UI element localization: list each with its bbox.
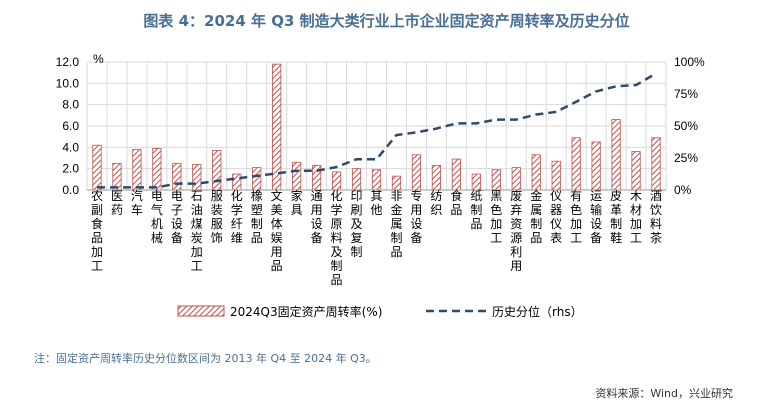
chart-title: 图表 4：2024 年 Q3 制造大类行业上市企业固定资产周转率及历史分位 bbox=[143, 12, 630, 30]
y2-tick-label: 0% bbox=[674, 183, 692, 197]
x-tick-label: 电气机械 bbox=[151, 189, 163, 245]
bar bbox=[331, 171, 342, 191]
x-tick-label: 皮革制鞋 bbox=[610, 189, 622, 245]
bar bbox=[272, 63, 282, 191]
bar bbox=[292, 161, 302, 191]
bar bbox=[431, 165, 441, 191]
footnote: 注：固定资产周转率历史分位数区间为 2013 年 Q4 至 2024 年 Q3。 bbox=[34, 352, 377, 365]
x-tick-label: 专用设备 bbox=[410, 188, 422, 245]
y-tick-label: 6.0 bbox=[62, 119, 79, 133]
legend-line-label: 历史分位（rhs） bbox=[492, 304, 583, 319]
x-tick-label: 医药 bbox=[111, 189, 123, 217]
bar bbox=[631, 151, 641, 191]
bar bbox=[112, 162, 122, 191]
bar bbox=[531, 154, 541, 191]
x-tick-label: 纺织 bbox=[430, 189, 442, 217]
bar bbox=[611, 119, 621, 191]
x-tick-label: 木材加工 bbox=[630, 189, 642, 245]
y-tick-label: 10.0 bbox=[56, 76, 80, 90]
x-tick-label: 其他 bbox=[370, 189, 382, 217]
x-tick-label: 酒饮料茶 bbox=[650, 189, 662, 245]
bar bbox=[152, 147, 162, 191]
x-tick-label: 通用设备 bbox=[311, 189, 323, 245]
bar bbox=[351, 168, 362, 191]
y-tick-label: 8.0 bbox=[62, 98, 79, 112]
x-tick-label: 农副食品加工 bbox=[91, 189, 103, 273]
y2-tick-label: 25% bbox=[674, 151, 698, 165]
legend-bar-label: 2024Q3固定资产周转率(%) bbox=[230, 304, 382, 319]
bar bbox=[471, 173, 481, 191]
bar bbox=[391, 175, 402, 191]
bar bbox=[172, 162, 182, 191]
source-note: 资料来源：Wind，兴业研究 bbox=[595, 387, 733, 400]
bar bbox=[411, 154, 422, 191]
bar bbox=[511, 167, 521, 191]
bar bbox=[551, 160, 561, 191]
x-tick-label: 橡塑制品 bbox=[251, 189, 263, 245]
x-tick-label: 化学纤维 bbox=[231, 189, 243, 245]
bar bbox=[192, 163, 202, 191]
bar bbox=[571, 137, 581, 191]
legend: 2024Q3固定资产周转率(%) 历史分位（rhs） bbox=[177, 304, 583, 319]
x-tick-label: 家具 bbox=[291, 188, 303, 217]
y2-tick-label: 50% bbox=[674, 119, 698, 133]
x-tick-label: 印刷及复制 bbox=[351, 189, 363, 259]
x-tick-label: 服装服饰 bbox=[211, 189, 223, 245]
percentile-line bbox=[97, 72, 657, 189]
bar bbox=[651, 137, 661, 191]
bar bbox=[451, 158, 461, 191]
bar bbox=[132, 149, 142, 191]
y-tick-label: 12.0 bbox=[56, 55, 80, 69]
x-tick-label: 有色加工 bbox=[570, 189, 582, 245]
x-tick-label: 废弃资源利用 bbox=[510, 188, 522, 273]
legend-bar-swatch bbox=[177, 305, 225, 317]
x-tick-label: 金属制品 bbox=[530, 188, 542, 245]
bar bbox=[232, 173, 242, 191]
bar bbox=[591, 141, 601, 191]
y-tick-label: 0.0 bbox=[62, 183, 79, 197]
bar bbox=[212, 150, 222, 191]
x-tick-label: 仪器仪表 bbox=[550, 189, 562, 245]
y-tick-label: 2.0 bbox=[62, 162, 79, 176]
x-tick-label: 汽车 bbox=[131, 188, 143, 217]
bar bbox=[491, 169, 501, 191]
x-tick-label: 石油煤炭加工 bbox=[191, 189, 203, 273]
x-tick-label: 文美体娱用品 bbox=[271, 188, 283, 273]
x-tick-label: 电子设备 bbox=[171, 189, 183, 245]
bar bbox=[371, 169, 382, 191]
y2-tick-label: 100% bbox=[674, 55, 705, 69]
x-tick-label: 非金属制品 bbox=[390, 189, 402, 259]
bar bbox=[252, 167, 262, 191]
y2-tick-label: 75% bbox=[674, 87, 698, 101]
x-tick-label: 食品 bbox=[450, 188, 462, 217]
left-axis-unit: % bbox=[93, 52, 104, 66]
y-tick-label: 4.0 bbox=[62, 140, 79, 154]
bar bbox=[92, 144, 102, 191]
x-tick-label: 纸制品 bbox=[470, 189, 482, 231]
x-tick-label: 运输设备 bbox=[590, 189, 602, 245]
x-tick-label: 黑色加工 bbox=[490, 189, 502, 245]
x-tick-label: 化学原料及制品 bbox=[331, 189, 343, 287]
